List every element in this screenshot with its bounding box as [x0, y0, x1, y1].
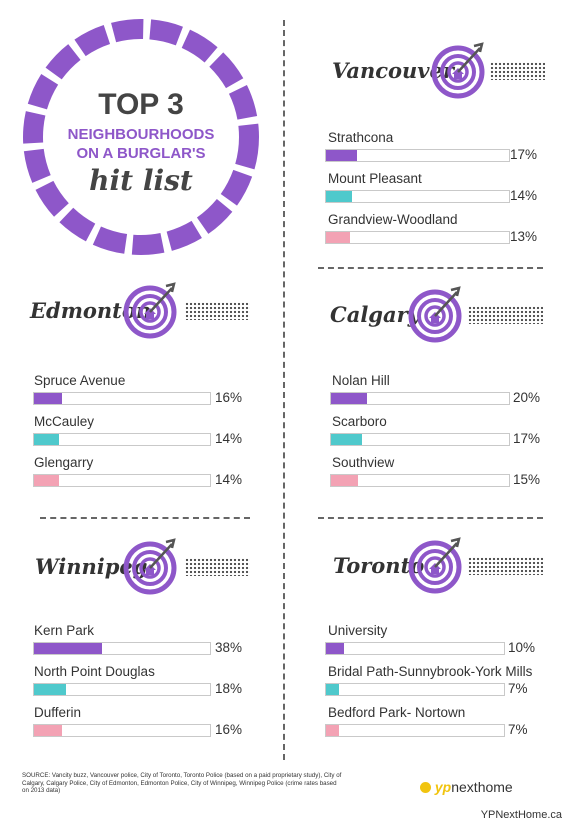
bar-track	[330, 433, 510, 446]
bar	[331, 393, 367, 404]
dot-pattern	[468, 306, 543, 324]
footer-url: YPNextHome.ca	[480, 809, 562, 821]
bar	[326, 643, 344, 654]
bar-track	[33, 392, 211, 405]
dot-pattern	[185, 302, 250, 320]
percent-label: 38%	[215, 640, 243, 655]
city-title: Edmonton	[30, 298, 152, 323]
target-house-icon	[123, 538, 177, 595]
percent-label: 13%	[510, 229, 538, 244]
percent-label: 15%	[513, 472, 541, 487]
percent-label: 18%	[215, 681, 243, 696]
percent-label: 17%	[513, 431, 541, 446]
percent-label: 14%	[215, 431, 243, 446]
neighbourhood-label: University	[328, 623, 388, 638]
bar-track	[33, 433, 211, 446]
bar-track	[33, 683, 211, 696]
bar-track	[325, 642, 505, 655]
bar-track	[33, 474, 211, 487]
percent-label: 10%	[508, 640, 536, 655]
bar	[34, 393, 63, 404]
bar-track	[325, 149, 510, 162]
percent-label: 17%	[510, 147, 538, 162]
neighbourhood-label: Grandview-Woodland	[328, 212, 458, 227]
percent-label: 7%	[508, 681, 528, 696]
dot-pattern	[490, 62, 545, 80]
bar-track	[325, 190, 510, 203]
bar	[34, 643, 102, 654]
bar	[326, 232, 351, 243]
target-house-icon	[408, 537, 462, 594]
neighbourhood-label: Nolan Hill	[332, 373, 390, 388]
bar	[326, 725, 339, 736]
target-house-icon	[431, 42, 485, 99]
neighbourhood-label: Glengarry	[34, 455, 94, 470]
neighbourhood-label: Spruce Avenue	[34, 373, 126, 388]
percent-label: 16%	[215, 722, 243, 737]
neighbourhood-label: Strathcona	[328, 130, 394, 145]
neighbourhood-label: McCauley	[34, 414, 95, 429]
bar	[34, 725, 63, 736]
bar	[331, 475, 358, 486]
bar	[34, 475, 59, 486]
brand-logo: ypnexthome	[420, 779, 513, 795]
badge-line2: NEIGHBOURHOODS	[68, 126, 215, 143]
percent-label: 14%	[215, 472, 243, 487]
badge-line4: hit list	[89, 164, 193, 197]
bar	[326, 684, 339, 695]
percent-label: 20%	[513, 390, 541, 405]
bar-track	[33, 642, 211, 655]
dot-pattern	[468, 557, 543, 575]
bar-track	[325, 724, 505, 737]
source-note: SOURCE: Vancity buzz, Vancouver police, …	[22, 772, 342, 794]
title-badge: TOP 3 NEIGHBOURHOODS ON A BURGLAR'S hit …	[23, 19, 259, 255]
bar-track	[325, 683, 505, 696]
bar-track	[330, 392, 510, 405]
bar	[326, 150, 358, 161]
bar-track	[33, 724, 211, 737]
neighbourhood-label: Southview	[332, 455, 395, 470]
percent-label: 16%	[215, 390, 243, 405]
neighbourhood-label: Kern Park	[34, 623, 95, 638]
bar	[326, 191, 352, 202]
dot-pattern	[185, 558, 250, 576]
neighbourhood-label: Scarboro	[332, 414, 387, 429]
bar	[34, 684, 67, 695]
bar	[34, 434, 59, 445]
neighbourhood-label: Mount Pleasant	[328, 171, 422, 186]
bar-track	[330, 474, 510, 487]
target-house-icon	[408, 286, 462, 343]
target-house-icon	[123, 282, 177, 339]
percent-label: 7%	[508, 722, 528, 737]
vertical-divider	[283, 20, 285, 760]
divider-left-2	[40, 517, 250, 519]
divider-right-2	[318, 517, 543, 519]
badge-line1: TOP 3	[98, 88, 184, 121]
neighbourhood-label: Bedford Park- Nortown	[328, 705, 466, 720]
city-title: Calgary	[330, 302, 420, 327]
bar-track	[325, 231, 510, 244]
neighbourhood-label: Bridal Path-Sunnybrook-York Mills	[328, 664, 533, 679]
percent-label: 14%	[510, 188, 538, 203]
bar	[331, 434, 362, 445]
divider-right-1	[318, 267, 543, 269]
neighbourhood-label: Dufferin	[34, 705, 82, 720]
pin-icon	[420, 782, 431, 793]
neighbourhood-label: North Point Douglas	[34, 664, 155, 679]
badge-line3: ON A BURGLAR'S	[76, 145, 205, 162]
